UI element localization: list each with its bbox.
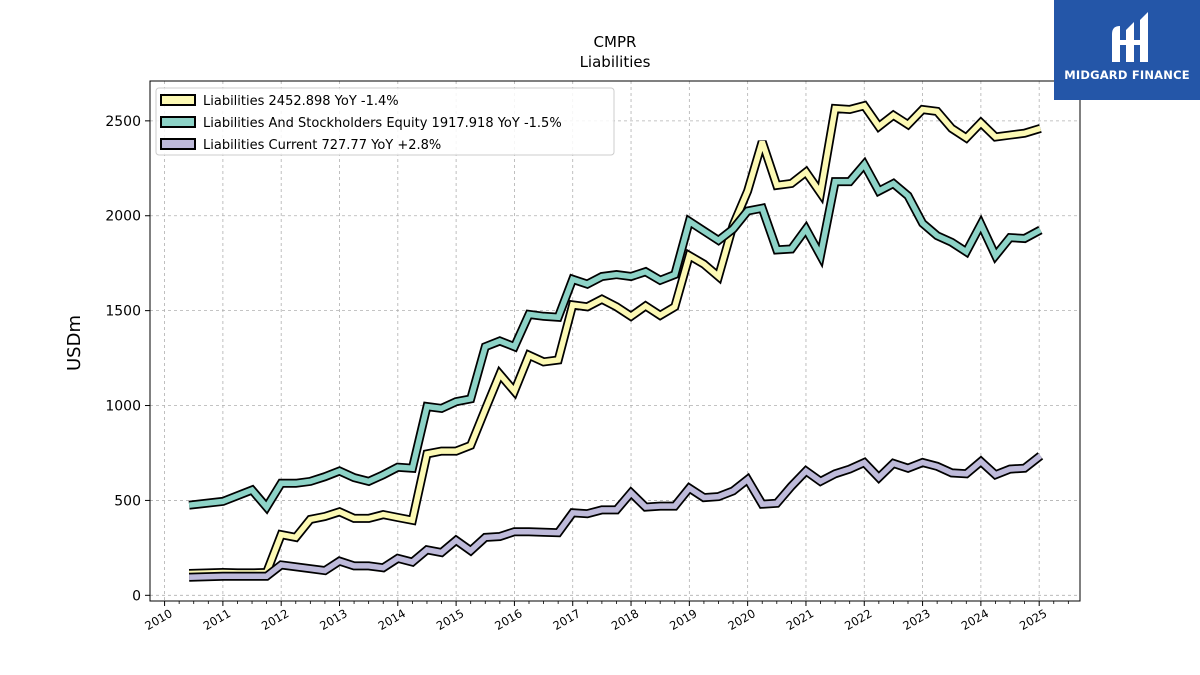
x-tick-label: 2015 (434, 606, 466, 633)
x-tick-label: 2017 (551, 606, 583, 633)
chart-subtitle: Liabilities (580, 53, 651, 71)
y-tick-label: 1000 (105, 399, 141, 415)
plot-frame (149, 80, 1081, 602)
chart-title: CMPR (594, 33, 637, 51)
series-line (188, 159, 1042, 512)
legend-swatch (160, 138, 196, 150)
x-tick-label: 2013 (317, 606, 349, 633)
legend-entry-label: Liabilities 2452.898 YoY -1.4% (203, 94, 399, 109)
x-tick-label: 2024 (959, 606, 991, 633)
y-tick-label: 2500 (105, 114, 141, 130)
series-line (189, 102, 1042, 577)
x-tick-label: 2022 (842, 606, 874, 633)
axis-ticks: 0 500 1000 1500 2000 2500 2010 2011 2012 2013 2014… (105, 114, 1069, 633)
x-tick-label: 2011 (201, 606, 233, 633)
series-line (189, 453, 1043, 581)
brand-logo-text: MIDGARD FINANCE (1064, 68, 1190, 82)
x-tick-label: 2018 (609, 606, 641, 633)
y-tick-label: 2000 (105, 209, 141, 225)
series-layer (188, 100, 1044, 582)
legend-entry-label: Liabilities And Stockholders Equity 1917… (203, 116, 562, 131)
legend: Liabilities 2452.898 YoY -1.4% Liabilitie… (155, 87, 615, 156)
x-tick-label: 2014 (376, 606, 408, 633)
legend-swatch (160, 116, 196, 128)
y-tick-label: 500 (114, 493, 141, 509)
legend-entry-label: Liabilities Current 727.77 YoY +2.8% (203, 138, 441, 153)
x-tick-label: 2021 (784, 606, 816, 633)
legend-box (155, 87, 615, 156)
x-tick-label: 2016 (492, 606, 524, 633)
y-tick-label: 0 (132, 588, 141, 604)
x-tick-label: 2012 (259, 606, 291, 633)
legend-swatch (160, 94, 196, 106)
x-tick-label: 2010 (142, 606, 174, 633)
x-tick-label: 2023 (900, 606, 932, 633)
brand-logo-mark-icon (1112, 12, 1148, 62)
y-tick-label: 1500 (105, 304, 141, 320)
series-outline (188, 100, 1042, 578)
x-tick-label: 2019 (667, 606, 699, 633)
brand-logo: MIDGARD FINANCE (1054, 0, 1200, 100)
x-tick-label: 2020 (725, 606, 757, 633)
grid-lines (150, 81, 1080, 601)
x-tick-label: 2025 (1017, 606, 1049, 633)
y-axis-label: USDm (64, 315, 85, 371)
